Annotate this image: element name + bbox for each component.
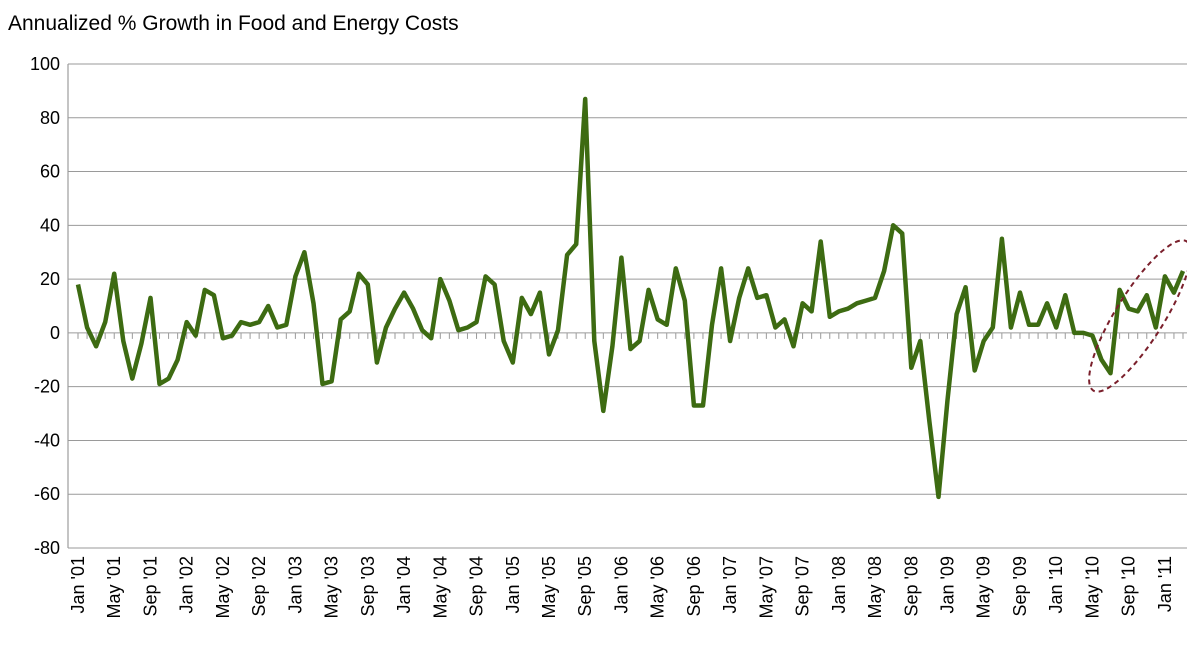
x-tick-label: May '02 [213,556,233,618]
x-tick-label: May '09 [974,556,994,618]
x-tick-label: Sep '04 [467,556,487,617]
highlight-ellipse [1088,239,1187,393]
series [75,96,1186,500]
x-tick-label: Jan '11 [1155,556,1175,612]
y-tick-label: 0 [50,323,60,343]
x-tick-label: Jan '10 [1046,556,1066,613]
x-tick-label: Jan '05 [503,556,523,613]
y-tick-label: -60 [34,484,60,504]
data-line [75,96,1186,500]
x-tick-label: Sep '09 [1010,556,1030,617]
x-tick-label: Sep '01 [140,556,160,617]
chart-title: Annualized % Growth in Food and Energy C… [8,12,459,35]
x-tick-label: Jan '02 [177,556,197,613]
x-tick-label: Jan '04 [394,556,414,613]
x-tick-label: May '07 [756,556,776,618]
x-tick-label: Sep '07 [793,556,813,617]
x-tick-label: Sep '06 [684,556,704,617]
x-tick-label: May '05 [539,556,559,618]
x-tick-label: Sep '08 [901,556,921,617]
x-tick-label: Jan '03 [285,556,305,613]
x-tick-label: Sep '10 [1119,556,1139,617]
x-tick-label: May '03 [322,556,342,618]
y-tick-label: 80 [40,108,60,128]
x-tick-label: Jan '06 [611,556,631,613]
y-tick-label: 20 [40,269,60,289]
x-tick-label: Jan '08 [829,556,849,613]
x-tick-label: Jan '07 [720,556,740,613]
x-tick-label: Sep '05 [575,556,595,617]
x-tick-label: May '06 [648,556,668,618]
y-tick-label: -40 [34,430,60,450]
x-tick-label: May '10 [1082,556,1102,618]
x-tick-label: Jan '09 [938,556,958,613]
x-tick-label: May '01 [104,556,124,618]
y-tick-label: 60 [40,162,60,182]
x-tick-label: May '04 [430,556,450,618]
y-tick-label: 100 [30,54,60,74]
x-tick-label: Jan '01 [68,556,88,613]
x-tick-label: Sep '03 [358,556,378,617]
y-tick-label: 40 [40,215,60,235]
x-tick-label: Sep '02 [249,556,269,617]
x-tick-label: May '08 [865,556,885,618]
y-tick-label: -20 [34,377,60,397]
y-tick-label: -80 [34,538,60,558]
